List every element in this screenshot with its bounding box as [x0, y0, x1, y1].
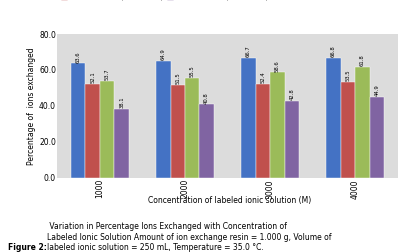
Text: Concentration of labeled ionic solution (M): Concentration of labeled ionic solution … — [148, 196, 310, 205]
Bar — [326, 58, 340, 178]
Bar — [284, 101, 298, 178]
Y-axis label: Percentage of  ions exchanged: Percentage of ions exchanged — [27, 47, 36, 165]
Text: 52.1: 52.1 — [90, 72, 95, 83]
Text: 61.8: 61.8 — [359, 54, 364, 66]
Text: 55.5: 55.5 — [189, 65, 194, 77]
Bar — [255, 84, 270, 178]
Bar — [85, 84, 100, 178]
Bar — [199, 104, 213, 178]
Bar — [170, 85, 184, 178]
Text: 58.6: 58.6 — [274, 60, 279, 72]
Bar — [184, 78, 199, 178]
Text: 53.7: 53.7 — [104, 69, 109, 80]
Bar — [156, 61, 170, 178]
Text: 40.8: 40.8 — [204, 92, 209, 104]
Bar — [240, 58, 255, 178]
Text: Figure 2:: Figure 2: — [8, 243, 47, 252]
Text: 51.5: 51.5 — [175, 73, 180, 84]
Bar — [100, 81, 114, 178]
Text: 53.5: 53.5 — [345, 69, 350, 81]
Text: Variation in Percentage Ions Exchanged with Concentration of
Labeled Ionic Solut: Variation in Percentage Ions Exchanged w… — [47, 222, 331, 252]
Text: 66.8: 66.8 — [330, 45, 335, 57]
Bar — [354, 67, 369, 178]
Bar — [270, 72, 284, 178]
Text: 42.8: 42.8 — [289, 88, 294, 100]
Bar — [340, 82, 354, 178]
Bar — [114, 109, 128, 178]
Text: 38.1: 38.1 — [119, 97, 124, 108]
Text: 64.9: 64.9 — [160, 48, 165, 60]
Text: 66.7: 66.7 — [245, 45, 250, 57]
Text: 44.9: 44.9 — [373, 84, 378, 96]
Bar — [369, 97, 383, 178]
Bar — [71, 64, 85, 178]
Text: 52.4: 52.4 — [260, 71, 265, 83]
Text: 63.6: 63.6 — [76, 51, 81, 62]
